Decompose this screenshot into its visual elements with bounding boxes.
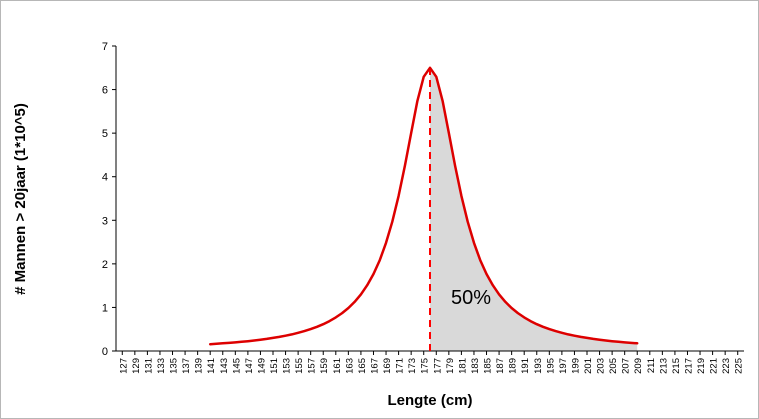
x-tick-label: 221	[709, 358, 720, 374]
x-axis-title: Lengte (cm)	[387, 392, 472, 409]
x-tick-label: 217	[684, 358, 695, 374]
x-tick-label: 185	[483, 358, 494, 374]
x-tick-label: 135	[169, 358, 180, 374]
x-tick-label: 145	[231, 358, 242, 374]
shaded-area-label: 50%	[451, 287, 491, 309]
x-tick-label: 207	[621, 358, 632, 374]
y-tick-label: 5	[102, 128, 108, 140]
x-tick-label: 177	[432, 358, 443, 374]
y-axis-title: # Mannen > 20jaar (1*10^5)	[12, 103, 29, 295]
x-tick-label: 169	[382, 358, 393, 374]
x-tick-label: 199	[570, 358, 581, 374]
x-tick-label: 139	[194, 358, 205, 374]
x-tick-label: 127	[118, 358, 129, 374]
x-tick-label: 179	[445, 358, 456, 374]
y-tick-label: 7	[102, 41, 108, 53]
x-tick-label: 151	[269, 358, 280, 374]
x-tick-label: 141	[206, 358, 217, 374]
x-tick-label: 201	[583, 358, 594, 374]
x-tick-label: 193	[533, 358, 544, 374]
y-tick-label: 2	[102, 259, 108, 271]
x-tick-label: 219	[696, 358, 707, 374]
x-tick-label: 161	[332, 358, 343, 374]
x-tick-label: 167	[370, 358, 381, 374]
x-tick-label: 129	[131, 358, 142, 374]
x-tick-label: 149	[256, 358, 267, 374]
x-tick-label: 205	[608, 358, 619, 374]
x-tick-label: 183	[470, 358, 481, 374]
x-tick-label: 187	[495, 358, 506, 374]
x-tick-label: 155	[294, 358, 305, 374]
x-tick-label: 159	[319, 358, 330, 374]
y-tick-label: 1	[102, 302, 108, 314]
x-tick-label: 147	[244, 358, 255, 374]
y-tick-label: 6	[102, 85, 108, 97]
y-tick-label: 4	[102, 172, 108, 184]
x-tick-label: 225	[734, 358, 745, 374]
x-tick-label: 215	[671, 358, 682, 374]
x-tick-label: 211	[646, 358, 657, 373]
x-tick-label: 191	[520, 358, 531, 374]
x-tick-label: 137	[181, 358, 192, 374]
y-tick-label: 0	[102, 346, 108, 358]
x-tick-label: 131	[143, 358, 154, 374]
y-tick-label: 3	[102, 215, 108, 227]
x-tick-label: 133	[156, 358, 167, 374]
x-tick-label: 181	[457, 358, 468, 374]
x-tick-label: 143	[219, 358, 230, 374]
shaded-area	[430, 67, 638, 352]
x-tick-label: 213	[658, 358, 669, 374]
x-tick-label: 171	[395, 358, 406, 374]
x-tick-label: 157	[307, 358, 318, 374]
distribution-curve	[208, 66, 639, 346]
x-tick-label: 175	[420, 358, 431, 374]
x-tick-label: 223	[721, 358, 732, 374]
x-tick-label: 189	[508, 358, 519, 374]
x-tick-label: 209	[633, 358, 644, 374]
x-tick-label: 197	[558, 358, 569, 374]
x-tick-label: 195	[545, 358, 556, 374]
x-tick-label: 153	[282, 358, 293, 374]
x-tick-label: 165	[357, 358, 368, 374]
x-tick-label: 203	[596, 358, 607, 374]
x-tick-label: 173	[407, 358, 418, 374]
x-tick-label: 163	[344, 358, 355, 374]
